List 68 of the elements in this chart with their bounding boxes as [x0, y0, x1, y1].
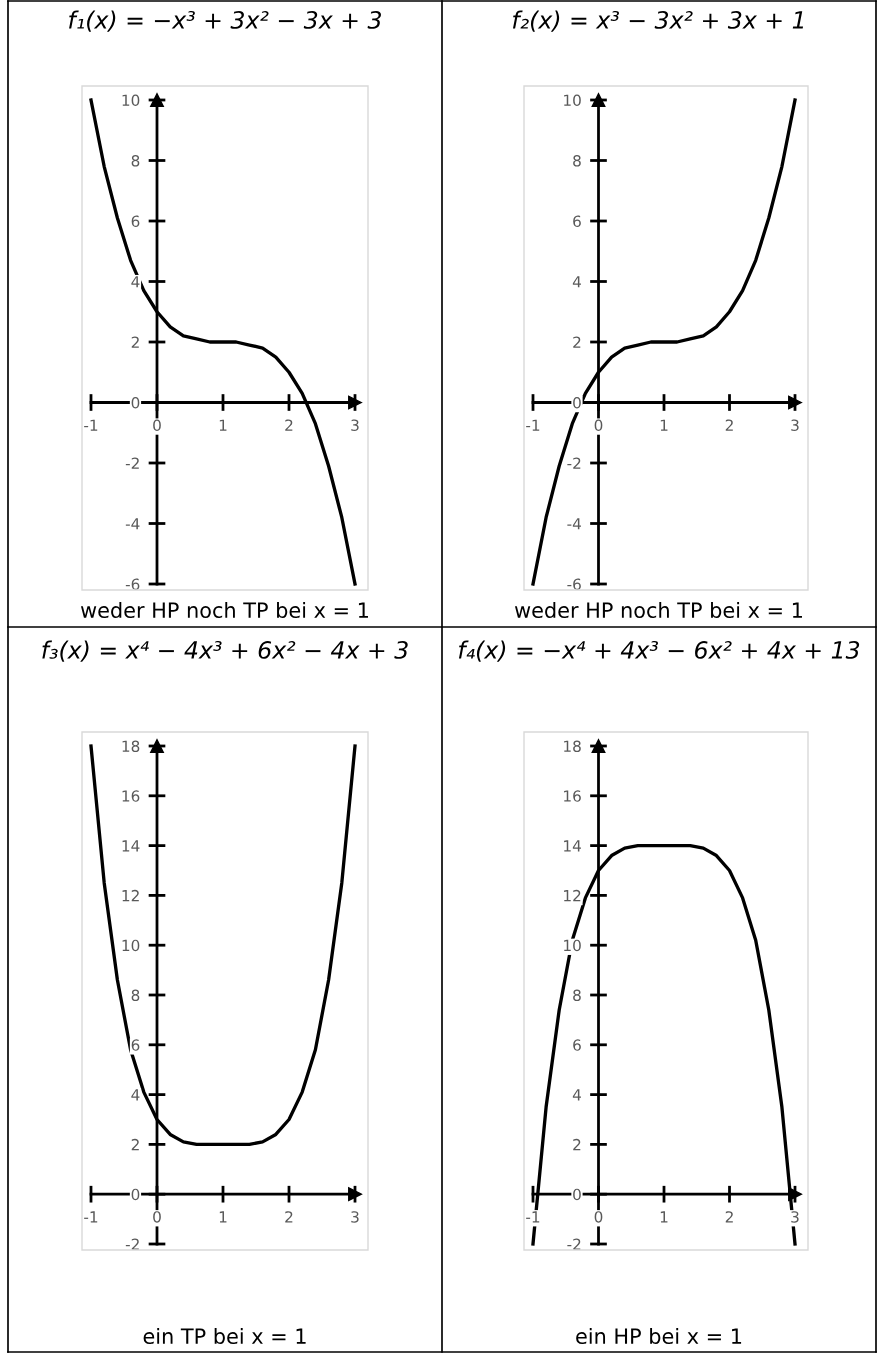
x-tick-label: 0 — [153, 419, 161, 431]
text: weder HP noch TP bei x = 1 — [80, 601, 368, 619]
x-tick-label: -1 — [526, 419, 540, 431]
y-tick-label: 10 — [564, 94, 581, 107]
y-tick-label: -4 — [125, 518, 140, 530]
y-tick-label: 2 — [573, 336, 581, 348]
y-tick-label: 4 — [572, 276, 581, 288]
x-tick-label: 1 — [219, 419, 227, 431]
chart-title: f₄(x) = −x⁴ + 4x³ − 6x² + 4x + 13 — [458, 640, 860, 662]
x-tick-label: 1 — [660, 419, 668, 431]
text: weder HP noch TP bei x = 1 — [514, 601, 802, 619]
x-tick-label: 1 — [219, 1211, 227, 1223]
text: ein HP bei x = 1 — [576, 1327, 742, 1345]
y-tick-label: 18 — [122, 740, 140, 753]
text: ein TP bei x = 1 — [143, 1327, 306, 1345]
x-tick-label: -1 — [84, 419, 98, 431]
y-tick-label: 16 — [564, 790, 581, 802]
y-tick-label: 4 — [131, 1089, 140, 1101]
x-tick-label: 2 — [285, 419, 293, 431]
x-tick-label: 3 — [351, 419, 359, 431]
y-tick-label: 10 — [564, 939, 581, 952]
y-tick-label: 0 — [131, 1188, 140, 1201]
y-tick-label: 6 — [131, 215, 140, 228]
y-tick-label: 4 — [572, 1089, 581, 1101]
y-tick-label: -2 — [125, 457, 139, 469]
y-tick-label: 6 — [573, 1039, 581, 1051]
x-tick-label: 3 — [791, 1211, 799, 1223]
y-tick-label: 2 — [573, 1138, 581, 1151]
x-tick-label: 2 — [725, 1211, 733, 1223]
x-tick-label: -1 — [84, 1211, 98, 1223]
x-tick-label: -1 — [526, 1211, 540, 1223]
x-tick-label: 3 — [351, 1211, 359, 1223]
chart-title: f₁(x) = −x³ + 3x² − 3x + 3 — [69, 10, 381, 32]
y-tick-label: 0 — [573, 1188, 581, 1201]
y-tick-label: -2 — [567, 457, 581, 469]
y-tick-label: 16 — [122, 790, 140, 802]
x-tick-label: 1 — [660, 1211, 668, 1223]
y-tick-label: 12 — [564, 889, 581, 902]
y-tick-label: -4 — [567, 518, 581, 530]
y-tick-label: -6 — [125, 578, 140, 591]
x-tick-label: 0 — [594, 419, 603, 431]
chart-title: f₂(x) = x³ − 3x² + 3x + 1 — [512, 10, 804, 32]
y-tick-label: 10 — [122, 94, 140, 107]
y-tick-label: 6 — [131, 1039, 140, 1051]
y-tick-label: 8 — [131, 154, 140, 167]
y-tick-label: 18 — [564, 740, 581, 753]
y-tick-label: 0 — [131, 396, 140, 409]
x-tick-label: 0 — [594, 1211, 603, 1223]
y-tick-label: 10 — [122, 939, 140, 952]
y-tick-label: 8 — [131, 989, 140, 1002]
y-tick-label: 0 — [573, 396, 581, 409]
y-tick-label: 6 — [573, 215, 581, 228]
x-tick-label: 2 — [285, 1211, 293, 1223]
chart-title: f₃(x) = x⁴ − 4x³ + 6x² − 4x + 3 — [42, 640, 408, 662]
y-tick-label: -2 — [567, 1238, 581, 1250]
y-tick-label: 8 — [573, 154, 581, 167]
y-tick-label: -6 — [567, 578, 581, 591]
y-tick-label: 4 — [131, 276, 140, 288]
y-tick-label: 14 — [564, 840, 581, 852]
y-tick-label: 12 — [122, 889, 139, 902]
y-tick-label: -2 — [125, 1238, 139, 1250]
y-tick-label: 2 — [131, 336, 139, 348]
y-tick-label: 14 — [122, 840, 140, 852]
x-tick-label: 0 — [153, 1211, 161, 1223]
y-tick-label: 2 — [131, 1138, 139, 1151]
x-tick-label: 3 — [791, 419, 799, 431]
x-tick-label: 2 — [725, 419, 733, 431]
y-tick-label: 8 — [573, 989, 581, 1002]
